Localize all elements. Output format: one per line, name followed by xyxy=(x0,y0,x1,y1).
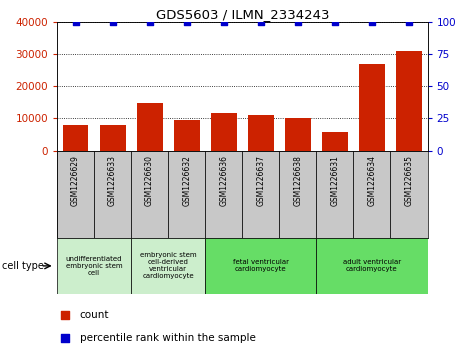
Bar xyxy=(322,132,348,151)
Bar xyxy=(390,151,428,238)
Text: GSM1226629: GSM1226629 xyxy=(71,155,80,206)
Title: GDS5603 / ILMN_2334243: GDS5603 / ILMN_2334243 xyxy=(155,8,329,21)
Point xyxy=(146,19,153,25)
Bar xyxy=(242,151,279,238)
Bar xyxy=(63,125,88,151)
Bar xyxy=(205,151,242,238)
Point xyxy=(72,19,79,25)
Bar xyxy=(94,151,131,238)
Point xyxy=(257,19,265,25)
Text: adult ventricular
cardiomyocyte: adult ventricular cardiomyocyte xyxy=(343,260,401,272)
Bar xyxy=(359,64,385,151)
Text: GSM1226637: GSM1226637 xyxy=(256,155,265,206)
Bar xyxy=(316,151,353,238)
Bar xyxy=(168,151,205,238)
Point xyxy=(331,19,339,25)
Bar xyxy=(131,151,168,238)
Text: GSM1226631: GSM1226631 xyxy=(331,155,339,206)
Text: GSM1226636: GSM1226636 xyxy=(219,155,228,206)
Text: GSM1226632: GSM1226632 xyxy=(182,155,191,206)
Bar xyxy=(57,151,94,238)
Point xyxy=(294,19,302,25)
Bar xyxy=(279,151,316,238)
Bar xyxy=(396,51,422,151)
Bar xyxy=(316,238,428,294)
Text: embryonic stem
cell-derived
ventricular
cardiomyocyte: embryonic stem cell-derived ventricular … xyxy=(140,252,197,280)
Text: count: count xyxy=(80,310,109,319)
Bar xyxy=(131,238,205,294)
Text: GSM1226630: GSM1226630 xyxy=(145,155,154,206)
Bar xyxy=(57,238,131,294)
Bar xyxy=(100,125,125,151)
Text: GSM1226633: GSM1226633 xyxy=(108,155,117,206)
Bar xyxy=(248,115,274,151)
Point xyxy=(61,311,68,317)
Point xyxy=(220,19,228,25)
Point xyxy=(368,19,376,25)
Bar xyxy=(211,113,237,151)
Text: GSM1226635: GSM1226635 xyxy=(405,155,413,206)
Bar xyxy=(285,118,311,151)
Text: cell type: cell type xyxy=(2,261,44,271)
Bar xyxy=(174,120,200,151)
Text: fetal ventricular
cardiomyocyte: fetal ventricular cardiomyocyte xyxy=(233,260,289,272)
Text: percentile rank within the sample: percentile rank within the sample xyxy=(80,333,256,343)
Point xyxy=(405,19,413,25)
Text: GSM1226638: GSM1226638 xyxy=(294,155,302,206)
Bar xyxy=(353,151,390,238)
Bar xyxy=(137,103,162,151)
Point xyxy=(183,19,190,25)
Text: GSM1226634: GSM1226634 xyxy=(368,155,376,206)
Bar xyxy=(205,238,316,294)
Point xyxy=(61,335,68,341)
Point xyxy=(109,19,116,25)
Text: undifferentiated
embryonic stem
cell: undifferentiated embryonic stem cell xyxy=(66,256,123,276)
